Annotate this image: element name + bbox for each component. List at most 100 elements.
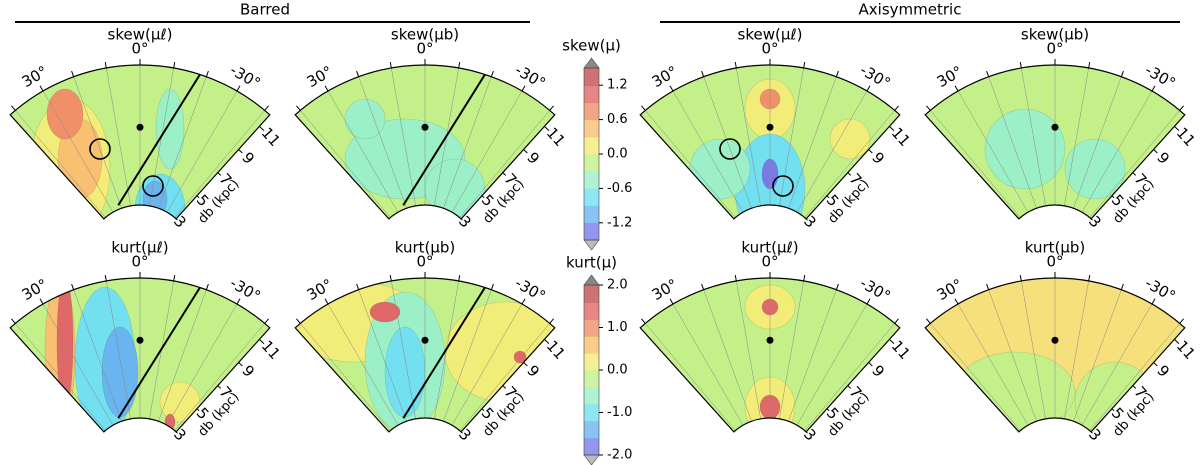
angle-tick <box>11 105 16 111</box>
colorbar-band <box>584 319 599 337</box>
angle-label: 30° <box>304 275 336 304</box>
distance-tick <box>217 172 222 176</box>
radial-grid <box>672 303 744 426</box>
contour-region <box>724 437 736 465</box>
fan-outline <box>294 64 556 220</box>
distance-tick <box>1174 126 1180 132</box>
angle-label: 0° <box>1046 253 1063 271</box>
distance-tick <box>1174 339 1180 345</box>
angle-tick <box>734 61 737 69</box>
radial-grid <box>672 90 744 213</box>
radial-grid <box>73 289 122 422</box>
angle-tick <box>954 298 959 305</box>
distance-tick <box>259 126 265 132</box>
angle-tick <box>324 85 329 92</box>
radial-grid <box>15 110 106 218</box>
angle-tick <box>521 85 526 92</box>
radial-grid <box>1081 90 1153 213</box>
angle-tick <box>71 283 75 290</box>
colorbar-band <box>584 353 599 371</box>
radial-grid <box>451 90 523 213</box>
distance-tick <box>460 431 463 434</box>
angle-tick <box>1088 61 1091 69</box>
angle-tick <box>894 105 899 111</box>
radial-grid <box>42 303 114 426</box>
radial-grid <box>327 90 399 213</box>
colorbar-band <box>584 302 599 320</box>
colorbar-tick-label: 1.2 <box>607 78 628 93</box>
angle-tick <box>104 61 107 69</box>
radial-grid <box>930 323 1021 431</box>
radial-grid <box>957 303 1029 426</box>
angle-tick <box>1120 70 1124 77</box>
radial-grid <box>459 110 550 218</box>
colorbar-band <box>584 102 599 121</box>
radial-grid <box>1064 280 1089 419</box>
bar-axis <box>117 286 201 419</box>
distance-tick <box>544 126 550 132</box>
colorbar-band <box>584 68 599 86</box>
distance-tick <box>868 362 873 367</box>
distance-tick <box>481 195 485 199</box>
center-dot <box>1051 123 1059 131</box>
colorbar-band <box>584 154 599 172</box>
distance-tick <box>523 149 528 154</box>
radial-grid <box>459 323 550 431</box>
colorbar-band <box>584 421 599 439</box>
fan-outline <box>924 64 1186 220</box>
radial-grid <box>174 110 265 218</box>
colorbar-arrow <box>583 239 600 251</box>
radial-grid <box>703 289 752 422</box>
radial-grid <box>804 110 895 218</box>
distance-tick <box>502 385 507 389</box>
angle-tick <box>549 318 554 324</box>
colorbar-band <box>584 222 599 241</box>
radial-grid <box>42 90 114 213</box>
radial-grid <box>796 303 868 426</box>
distance-tick <box>805 431 808 434</box>
colorbar-band <box>584 438 599 456</box>
contour-region <box>384 326 426 418</box>
distance-tick <box>238 362 243 367</box>
panel-title: skew(μℓ) <box>108 26 173 44</box>
distance-label: 11 <box>543 124 569 150</box>
panel-title: skew(μb) <box>391 26 459 44</box>
angle-label: 0° <box>761 40 778 58</box>
angle-tick <box>490 283 494 290</box>
marker-circle <box>89 138 111 160</box>
angle-tick <box>986 283 990 290</box>
radial-grid <box>988 289 1037 422</box>
panel-title: skew(μℓ) <box>738 26 803 44</box>
distance-tick <box>217 385 222 389</box>
angle-tick <box>324 298 329 305</box>
angle-tick <box>205 283 209 290</box>
colorbar-tick-label: -2.0 <box>607 448 632 463</box>
angle-tick <box>926 318 931 324</box>
distance-tick <box>1132 385 1137 389</box>
radial-grid <box>796 90 868 213</box>
contour-region <box>46 88 84 140</box>
angle-tick <box>356 283 360 290</box>
distance-tick <box>1090 431 1093 434</box>
angle-label: 0° <box>1046 40 1063 58</box>
colorbar-band <box>584 336 599 354</box>
contour-region <box>424 158 486 219</box>
distance-tick <box>238 149 243 154</box>
angle-tick <box>490 70 494 77</box>
radial-grid <box>358 76 407 209</box>
angle-tick <box>264 318 269 324</box>
center-dot <box>136 336 144 344</box>
colorbar-band <box>584 285 599 303</box>
angle-tick <box>1151 85 1156 92</box>
distance-label: 11 <box>888 337 914 363</box>
contour-region <box>101 326 139 418</box>
angle-tick <box>1151 298 1156 305</box>
colorbar-label: kurt(μ) <box>566 254 617 272</box>
angle-tick <box>71 70 75 77</box>
angle-tick <box>701 70 705 77</box>
angle-tick <box>1120 283 1124 290</box>
colorbar-arrow <box>583 274 600 286</box>
